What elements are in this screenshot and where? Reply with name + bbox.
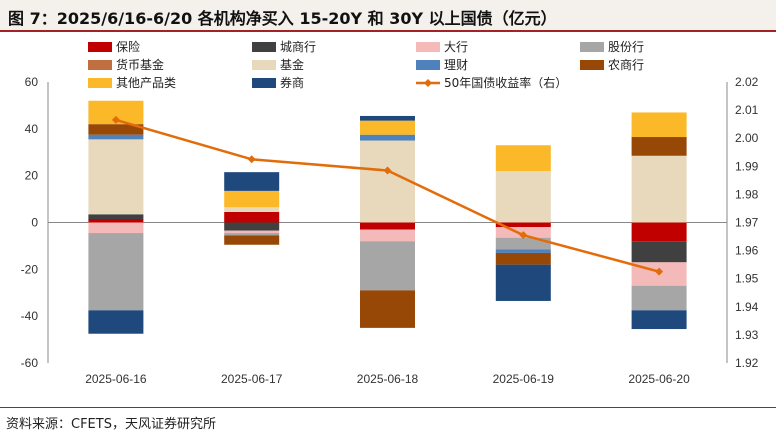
bar-segment — [360, 290, 415, 328]
chart: -60 -40 -20 0 20 40 60 1.92 1.93 1.94 1.95 1.96 1.97… — [21, 39, 759, 386]
bar-segment — [224, 230, 280, 234]
y-right-tick-label: 2.01 — [735, 103, 759, 117]
bar-segment — [495, 264, 551, 301]
bar-segment — [360, 229, 415, 242]
x-tick-label: 2025-06-19 — [493, 372, 555, 386]
bar-segment — [495, 237, 551, 250]
legend-label: 理财 — [444, 58, 468, 72]
bar-segment — [631, 137, 687, 156]
legend-label: 基金 — [280, 57, 304, 72]
bar-segment — [631, 310, 687, 330]
yield-point — [111, 115, 120, 124]
bar-segment — [631, 285, 687, 311]
bar-segment — [224, 207, 280, 212]
legend-label: 农商行 — [608, 57, 644, 72]
bar-segment — [360, 140, 415, 223]
bar-segment — [88, 218, 144, 223]
legend-label: 股份行 — [608, 40, 644, 54]
legend-swatch — [416, 42, 440, 52]
title-bar: 图 7：2025/6/16-6/20 各机构净买入 15-20Y 和 30Y 以… — [0, 0, 776, 30]
legend-label: 其他产品类 — [116, 76, 176, 90]
bar-segment — [495, 249, 551, 253]
legend-label: 大行 — [444, 40, 468, 54]
legend-label: 50年国债收益率（右） — [444, 75, 567, 90]
y-left-tick-label: -40 — [21, 309, 39, 323]
bar-segment — [88, 233, 144, 311]
y-right-tick-label: 1.99 — [735, 159, 759, 173]
bar-segment — [360, 134, 415, 141]
bar-segment — [88, 139, 144, 215]
legend-swatch — [88, 78, 112, 88]
bar-segment — [88, 310, 144, 334]
yield-point — [655, 267, 664, 276]
source-note: 资料来源：CFETS，天风证券研究所 — [6, 417, 216, 432]
y-right-tick-label: 1.95 — [735, 272, 759, 286]
bar-segment — [495, 222, 551, 228]
y-right-tick-label: 2.00 — [735, 131, 759, 145]
yield-point — [519, 231, 528, 240]
legend-swatch — [88, 42, 112, 52]
legend-label: 城商行 — [280, 39, 316, 54]
bar-segment — [360, 120, 415, 135]
legend-swatch — [252, 60, 276, 70]
bar-segment — [495, 252, 551, 265]
bar-segment — [224, 172, 280, 191]
bar-segment — [631, 112, 687, 138]
bar-segment — [360, 241, 415, 291]
x-tick-label: 2025-06-16 — [85, 372, 147, 386]
bar-segment — [224, 222, 280, 231]
y-right-tick-label: 2.02 — [735, 75, 759, 89]
bar-segment — [631, 155, 687, 223]
legend-swatch — [580, 42, 604, 52]
legend-swatch — [252, 42, 276, 52]
legend-swatch — [88, 60, 112, 70]
y-right-tick-label: 1.96 — [735, 244, 759, 258]
legend-label: 保险 — [116, 39, 140, 54]
x-tick-label: 2025-06-20 — [628, 372, 690, 386]
bar-segment — [495, 170, 551, 223]
bar-segment — [88, 214, 144, 219]
bar-segment — [495, 145, 551, 171]
bar-segment — [360, 115, 415, 121]
bar-segment — [224, 190, 280, 208]
legend-swatch — [252, 78, 276, 88]
y-right-tick-label: 1.92 — [735, 356, 759, 370]
bar-segment — [224, 211, 280, 223]
bar-segment — [360, 222, 415, 230]
footer-divider — [0, 407, 776, 408]
bar-segment — [88, 222, 144, 234]
bar-segment — [631, 222, 687, 242]
y-left-tick-label: 0 — [31, 216, 38, 230]
y-right-tick-label: 1.97 — [735, 216, 759, 230]
y-left-tick-label: 20 — [25, 169, 39, 183]
title-divider — [0, 30, 776, 32]
legend-label: 货币基金 — [116, 57, 164, 72]
y-left-tick-label: -60 — [21, 356, 39, 370]
legend-swatch — [416, 60, 440, 70]
y-right-tick-label: 1.93 — [735, 328, 759, 342]
legend-label: 券商 — [280, 75, 304, 90]
yield-point — [247, 155, 256, 164]
y-right-tick-label: 1.94 — [735, 300, 759, 314]
x-tick-label: 2025-06-18 — [357, 372, 419, 386]
bar-segment — [224, 233, 280, 236]
y-right-tick-label: 1.98 — [735, 187, 759, 201]
yield-point — [383, 166, 392, 175]
bar-segment — [88, 100, 144, 125]
y-left-tick-label: 60 — [25, 75, 39, 89]
y-left-tick-label: -20 — [21, 262, 39, 276]
bar-segment — [88, 124, 144, 135]
chart-title: 图 7：2025/6/16-6/20 各机构净买入 15-20Y 和 30Y 以… — [8, 9, 557, 28]
legend-line-marker — [424, 79, 432, 87]
bar-segment — [88, 134, 144, 140]
bar-segment — [631, 241, 687, 263]
legend-swatch — [580, 60, 604, 70]
x-tick-label: 2025-06-17 — [221, 372, 283, 386]
bar-segment — [224, 235, 280, 245]
y-left-tick-label: 40 — [25, 122, 39, 136]
